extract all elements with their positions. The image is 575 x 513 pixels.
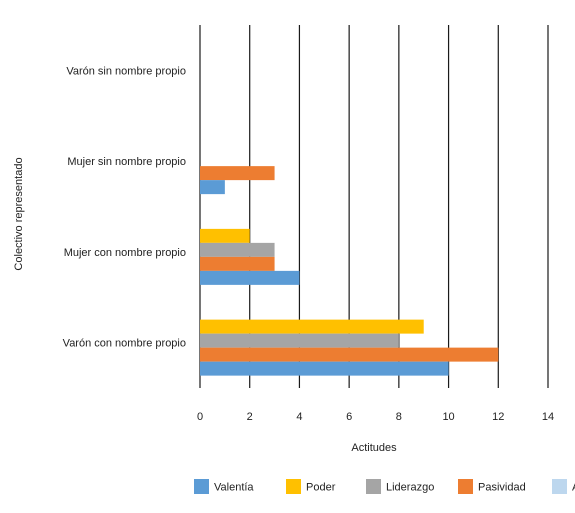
bar-poder-2 (200, 228, 250, 243)
x-axis-ticks: 0 2 4 6 8 10 12 14 (197, 411, 554, 423)
bar-poder-3 (200, 319, 424, 334)
x-tick-label-5: 10 (442, 411, 454, 423)
legend-label-2: Liderazgo (386, 482, 434, 494)
legend-label-1: Poder (306, 482, 336, 494)
x-tick-label-2: 4 (296, 411, 302, 423)
legend-swatch-3 (458, 479, 473, 494)
x-tick-label-3: 6 (346, 411, 352, 423)
legend-item-4: Actividad (552, 479, 575, 494)
category-label-2: Mujer con nombre propio (64, 247, 186, 259)
x-tick-label-4: 8 (396, 411, 402, 423)
bars (200, 166, 499, 376)
x-axis-title: Actitudes (351, 442, 397, 454)
category-label-0: Varón sin nombre propio (66, 65, 186, 77)
legend-item-3: Pasividad (458, 479, 526, 494)
x-tick-label-1: 2 (247, 411, 253, 423)
legend-label-4: Actividad (572, 482, 575, 494)
legend-item-1: Poder (286, 479, 336, 494)
legend-label-0: Valentía (214, 482, 254, 494)
bar-pasividad-3 (200, 347, 499, 362)
legend-item-2: Liderazgo (366, 479, 434, 494)
bar-pasividad-2 (200, 256, 275, 271)
bar-liderazgo-2 (200, 242, 275, 257)
x-tick-label-6: 12 (492, 411, 504, 423)
category-labels: Varón sin nombre propio Mujer sin nombre … (63, 65, 186, 349)
bar-pasividad-1 (200, 166, 275, 181)
legend-swatch-1 (286, 479, 301, 494)
bar-valentía-3 (200, 361, 449, 376)
x-tick-label-0: 0 (197, 411, 203, 423)
legend-label-3: Pasividad (478, 482, 526, 494)
bar-liderazgo-3 (200, 333, 399, 348)
x-tick-label-7: 14 (542, 411, 554, 423)
category-label-1: Mujer sin nombre propio (67, 156, 186, 168)
legend: Valentía Poder Liderazgo Pasividad Actividad (194, 479, 575, 494)
legend-item-0: Valentía (194, 479, 254, 494)
bar-valentía-1 (200, 180, 225, 195)
bar-valentía-2 (200, 270, 300, 285)
category-label-3: Varón con nombre propio (63, 338, 186, 350)
grid-lines (199, 25, 549, 388)
y-axis-title: Colectivo representado (13, 157, 25, 270)
legend-swatch-4 (552, 479, 567, 494)
legend-swatch-2 (366, 479, 381, 494)
legend-swatch-0 (194, 479, 209, 494)
